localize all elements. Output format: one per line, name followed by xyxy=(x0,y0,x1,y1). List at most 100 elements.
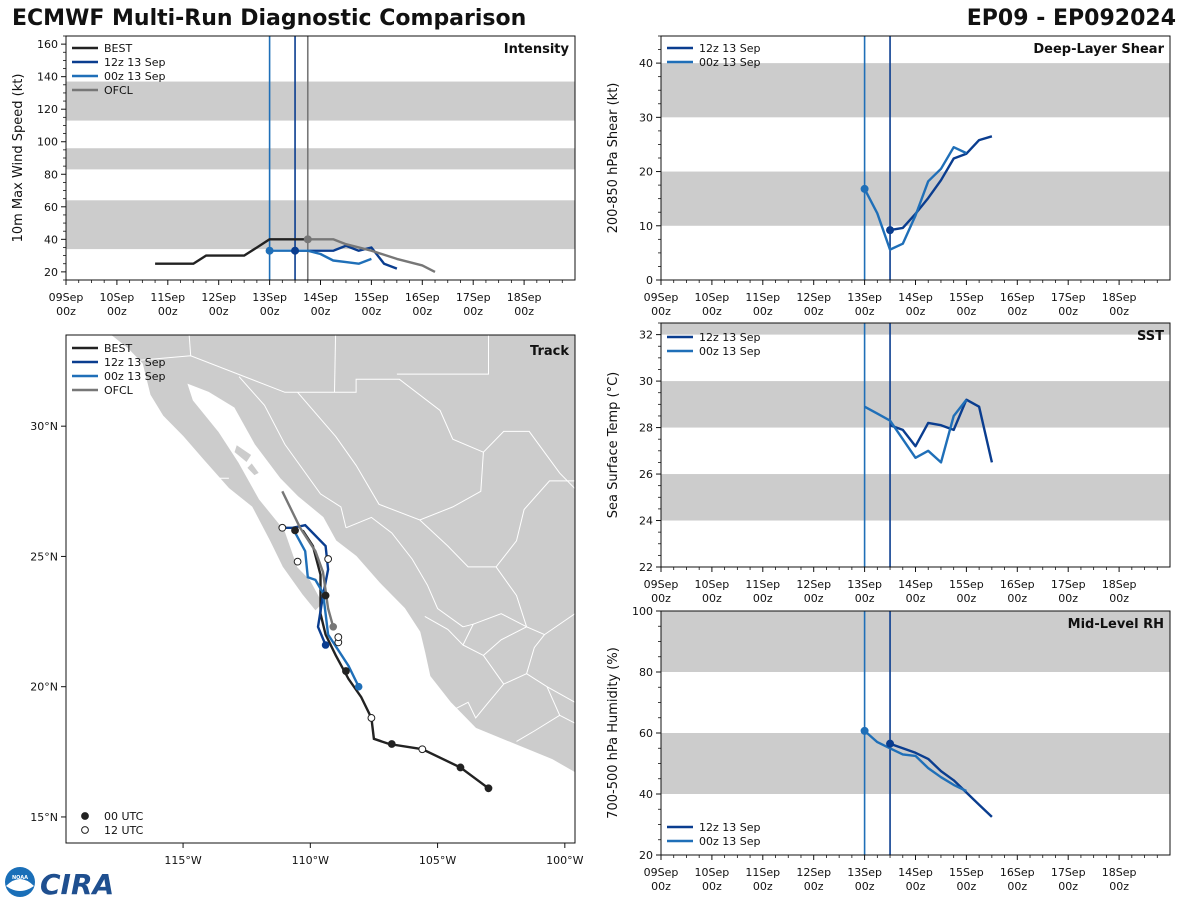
panel-title: Mid-Level RH xyxy=(1068,617,1164,632)
x-tick-label: 10Sep xyxy=(100,291,135,304)
x-tick-label: 13Sep xyxy=(847,866,882,879)
y-tick-label: 120 xyxy=(37,103,58,116)
shaded-band xyxy=(661,733,1170,794)
series-line-run00z xyxy=(863,145,967,251)
track-line-best xyxy=(301,529,490,790)
x-tick-hour-label: 00z xyxy=(804,592,824,605)
x-tick-hour-label: 00z xyxy=(804,305,824,318)
legend-label: BEST xyxy=(104,342,132,355)
legend-label: 12 UTC xyxy=(104,824,144,837)
shaded-band xyxy=(661,323,1170,335)
y-tick-label: 60 xyxy=(44,201,58,214)
legend-marker-filled xyxy=(81,812,89,820)
shaded-band xyxy=(661,381,1170,428)
x-tick-label: 12Sep xyxy=(796,578,831,591)
x-tick-label: 15Sep xyxy=(949,578,984,591)
x-tick-label: 11Sep xyxy=(745,578,780,591)
x-tick-hour-label: 00z xyxy=(651,305,671,318)
y-tick-label: 40 xyxy=(639,788,653,801)
x-tick-label: 16Sep xyxy=(1000,578,1035,591)
x-tick-hour-label: 00z xyxy=(702,592,722,605)
shaded-band xyxy=(661,611,1170,672)
x-tick-hour-label: 00z xyxy=(753,880,773,893)
x-tick-label: 12Sep xyxy=(796,866,831,879)
x-tick-hour-label: 00z xyxy=(158,305,178,318)
x-tick-hour-label: 00z xyxy=(412,305,432,318)
x-tick-hour-label: 00z xyxy=(1058,880,1078,893)
x-tick-hour-label: 00z xyxy=(957,592,977,605)
marker-00utc xyxy=(321,591,330,600)
y-tick-label: 40 xyxy=(44,233,58,246)
x-tick-hour-label: 00z xyxy=(1058,305,1078,318)
y-tick-label: 80 xyxy=(44,168,58,181)
y-tick-label: 0 xyxy=(646,274,653,287)
political-border xyxy=(334,335,337,393)
init-marker-run00z xyxy=(265,246,274,255)
political-border xyxy=(526,634,545,674)
x-tick-hour-label: 00z xyxy=(1109,305,1129,318)
x-tick-hour-label: 00z xyxy=(702,305,722,318)
x-tick-label: 10Sep xyxy=(695,866,730,879)
x-tick-hour-label: 00z xyxy=(753,592,773,605)
x-tick-label: 10Sep xyxy=(695,578,730,591)
political-border xyxy=(419,480,575,568)
political-border xyxy=(473,566,528,628)
series-line-run00z xyxy=(863,730,967,793)
x-tick-hour-label: 00z xyxy=(1109,880,1129,893)
y-tick-label: 30 xyxy=(639,375,653,388)
legend-label: 12z 13 Sep xyxy=(699,42,761,55)
x-tick-hour-label: 00z xyxy=(906,305,926,318)
marker-12utc xyxy=(418,745,427,754)
x-tick-label: 16Sep xyxy=(1000,866,1035,879)
y-tick-label: 20 xyxy=(44,266,58,279)
x-tick-label: 12Sep xyxy=(201,291,236,304)
panel-title: Deep-Layer Shear xyxy=(1033,42,1164,57)
legend-label: 00z 13 Sep xyxy=(699,345,761,358)
series-line-run12z xyxy=(889,742,993,818)
political-border xyxy=(188,335,192,356)
legend-label: 00z 13 Sep xyxy=(104,70,166,83)
track-init-marker-ofcl xyxy=(329,622,338,631)
x-tick-label: 14Sep xyxy=(898,578,933,591)
track-init-marker-run00z xyxy=(354,682,363,691)
legend-label: 12z 13 Sep xyxy=(104,356,166,369)
y-axis-label: 10m Max Wind Speed (kt) xyxy=(11,74,26,243)
x-tick-hour-label: 00z xyxy=(651,592,671,605)
y-tick-label: 28 xyxy=(639,422,653,435)
x-tick-hour-label: 00z xyxy=(651,880,671,893)
init-marker-run12z xyxy=(291,246,300,255)
lat-tick-label: 20°N xyxy=(30,681,58,694)
legend-label: OFCL xyxy=(104,84,134,97)
storm-id: EP09 - EP092024 xyxy=(966,6,1176,31)
x-tick-label: 11Sep xyxy=(745,291,780,304)
x-tick-label: 09Sep xyxy=(644,291,679,304)
init-marker-run12z xyxy=(886,739,895,748)
x-tick-label: 18Sep xyxy=(507,291,542,304)
series-line-run00z xyxy=(864,398,968,464)
x-tick-label: 11Sep xyxy=(150,291,185,304)
legend-label: BEST xyxy=(104,42,132,55)
political-border xyxy=(462,613,575,656)
x-tick-hour-label: 00z xyxy=(702,880,722,893)
x-tick-label: 10Sep xyxy=(695,291,730,304)
x-tick-label: 15Sep xyxy=(949,866,984,879)
x-tick-hour-label: 00z xyxy=(855,880,875,893)
marker-12utc xyxy=(293,557,302,566)
legend-label: 12z 13 Sep xyxy=(699,821,761,834)
marker-00utc xyxy=(387,740,396,748)
x-tick-label: 17Sep xyxy=(456,291,491,304)
x-tick-hour-label: 00z xyxy=(957,880,977,893)
y-tick-label: 22 xyxy=(639,561,653,574)
y-axis-label: 700-500 hPa Humidity (%) xyxy=(606,647,621,819)
x-tick-hour-label: 00z xyxy=(1007,880,1027,893)
plot-area-shear xyxy=(661,36,1170,280)
x-tick-hour-label: 00z xyxy=(311,305,331,318)
x-tick-label: 17Sep xyxy=(1051,578,1086,591)
marker-00utc xyxy=(484,784,493,793)
